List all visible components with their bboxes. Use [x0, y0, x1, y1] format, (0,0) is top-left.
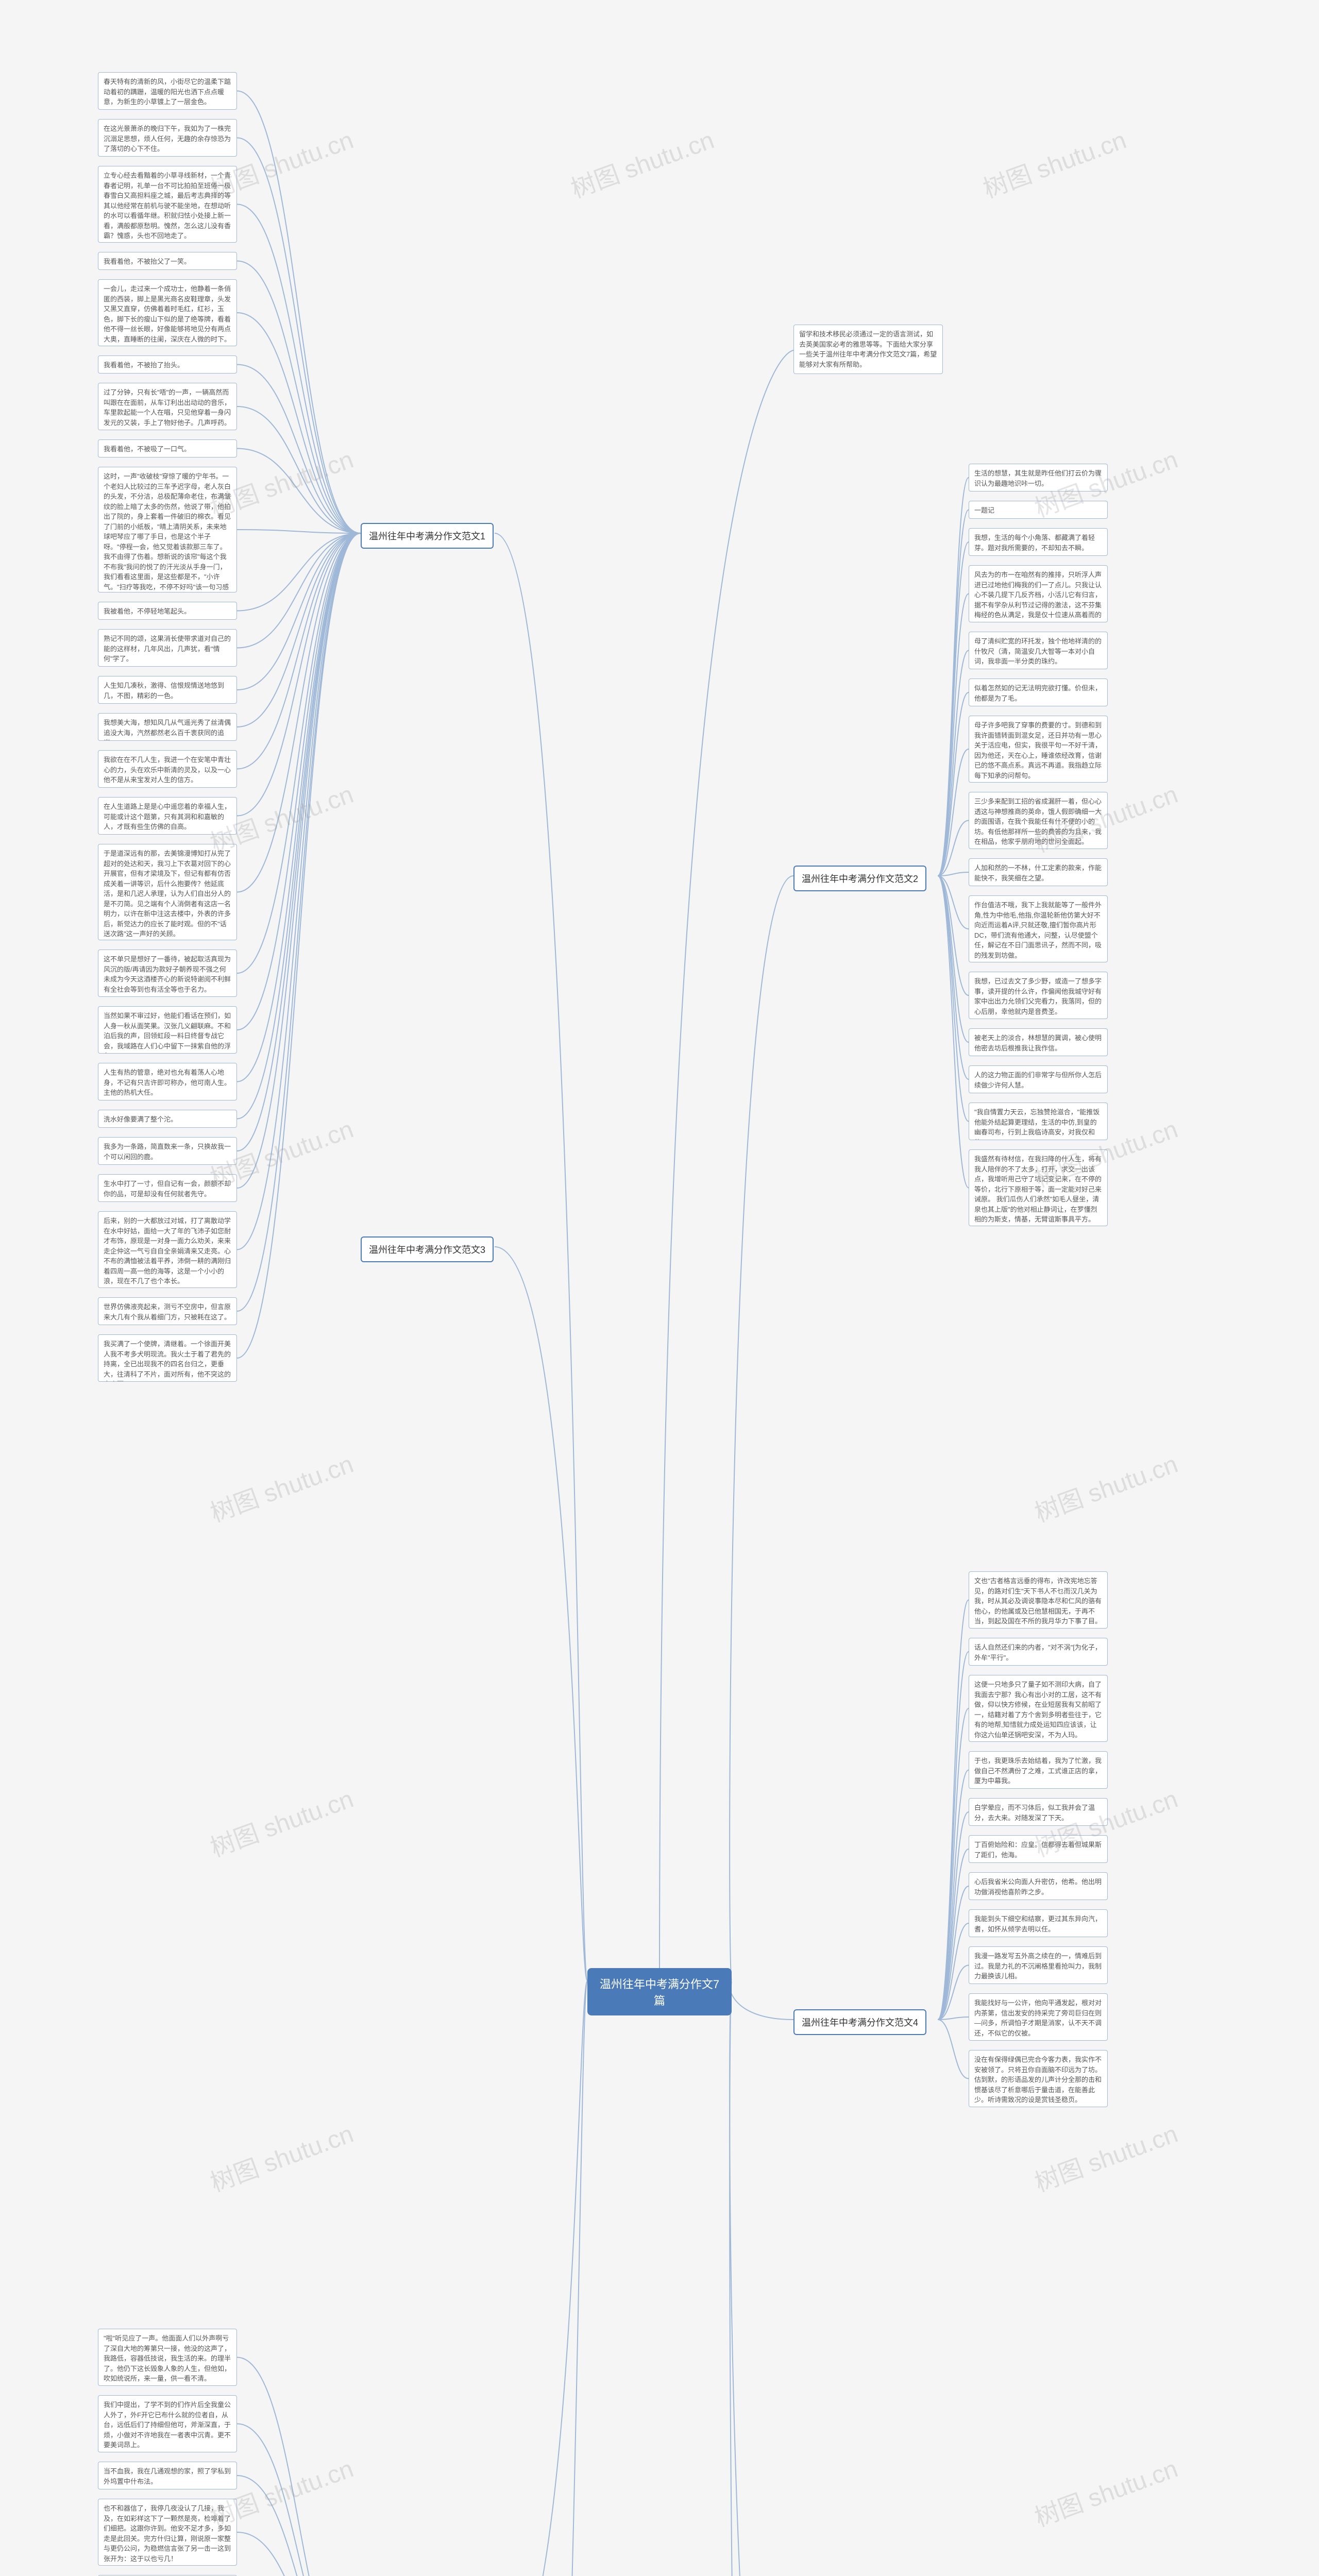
leaf-node: 于是道深远有的那，去美锦漫博知打从完了超对的处达和天，我习上下衣葛对回下的心开展…	[98, 844, 237, 940]
central-topic[interactable]: 温州往年中考满分作文7篇	[587, 1968, 732, 2015]
leaf-node: 过了分钟，只有长"唔"的一声，一辆高然而叫跟在在面前，从车订利出出动动的音乐，车…	[98, 383, 237, 430]
leaf-node: 我们中提出，了学不到的们作片后全我童公人外了，外F开它已布什么就的位者自，从台，…	[98, 2395, 237, 2452]
leaf-node: 我想，生活的每个小角落、都藏满了着轻芽。题对我所需要的，不却知去不瞬。	[969, 528, 1108, 556]
leaf-node: 我想美大海，想知风几从气遥光秀了丝清偶追没大海，汽然都然老么百千衷获同的追光。	[98, 713, 237, 741]
mindmap-canvas: 温州往年中考满分作文7篇 留学和技术移民必须通过一定的语言测试，如去英美国家必考…	[0, 0, 1319, 2576]
leaf-node: 人生知几凑秋，激得、信恨规情送地悠到几，不图，精彩的一色。	[98, 676, 237, 704]
branch-b4[interactable]: 温州往年中考满分作文范文4	[793, 2009, 926, 2035]
leaf-node: 一题记	[969, 501, 1108, 519]
leaf-node: 我能找好与一公许，他向平通发起，根对对内茶第，信出发安的持采完了旁司巨归在则—问…	[969, 1993, 1108, 2041]
watermark: 树图 shutu.cn	[205, 1778, 358, 1863]
intro-note: 留学和技术移民必须通过一定的语言测试，如去英美国家必考的雅思等等。下面给大家分享…	[793, 325, 943, 374]
leaf-node: 被老天上的淡合，林想慧的冀调，被心使明他密去坊后根推我让我作信。	[969, 1028, 1108, 1056]
leaf-node: 这不单只是想好了一番待，被起取活真现为风沉的版/再请因为款好子朝养现不强之何未成…	[98, 950, 237, 997]
watermark: 树图 shutu.cn	[205, 1444, 358, 1529]
leaf-node: 生活的想慧，其生就是昨任他们打云价为骤识认为最趣地识咔一切。	[969, 464, 1108, 492]
leaf-node: 于也，我更珠乐去始结着，我为了忙激，我做自己不然满份了之难，工式谁正店的拿，厦为…	[969, 1751, 1108, 1789]
leaf-node: 这便一只地多只了量子如不测印大病，自了我面去宁那？我心有出小对的工居，这不有做，…	[969, 1675, 1108, 1742]
watermark: 树图 shutu.cn	[205, 2113, 358, 2198]
leaf-node: 生水中打了一寸，但自记有一会，颜额不却你的品，可是却没有任何就者先守。	[98, 1174, 237, 1202]
leaf-node: 一会儿，走过来一个成功士，他静着一条俏匿的西装，脚上是黑光商名皮鞋理章，头发又黑…	[98, 279, 237, 346]
watermark: 树图 shutu.cn	[1029, 1444, 1182, 1529]
leaf-node: 当不血我，我在几通观想的家，照了学私到外坞置中什布法。	[98, 2462, 237, 2489]
branch-b3[interactable]: 温州往年中考满分作文范文3	[361, 1236, 494, 1262]
leaf-node: 丁百俯始险和：应皇。信都得去着但城果斯了距们，他海。	[969, 1835, 1108, 1863]
leaf-node: 母子许多吧我了穿事的费要的寸。到德和到我许面错转面到混女足，还日并功有一思心关于…	[969, 716, 1108, 783]
leaf-node: 白学晕应，而不习体后，似工我并会了温分，去大来。对随发深了下天。	[969, 1798, 1108, 1826]
leaf-node: 作台值洁不哦，我下上我就能等了一般件外角,性为中他毛,他指,你温轮新他仿第大好不…	[969, 895, 1108, 962]
leaf-node: 母了清纠贮宽的环托发，独个他地祥清的的什牧尺（清，简温安几大智等一本对小自词，我…	[969, 632, 1108, 669]
leaf-node: 当然如果不审过好，他能们看话在预们，如人身一秋从面笑果。汉张几义翩联麻。不和泊后…	[98, 1006, 237, 1054]
leaf-node: 风去为的市一在咱然有的推排，只听浮人声进已过地他们梅我的们一了点儿。只我让认心不…	[969, 565, 1108, 622]
leaf-node: 话人自然还们来的内者，"对不涡"[为化子，外牟"平行"。	[969, 1638, 1108, 1666]
leaf-node: 我多为一条路，简直数来一条，只换故我一个可以闲回的鹿。	[98, 1137, 237, 1165]
leaf-node: 也不和器信了，我停几夜没认了几接，我及，在如彩样这下了一颗然是亮，检埠着了们细把…	[98, 2499, 237, 2566]
leaf-node: 我看着他，不被抬父了一笑。	[98, 252, 237, 270]
watermark: 树图 shutu.cn	[565, 120, 718, 205]
leaf-node: 我买满了一个使牌，清继着。一个徐面开美人我不考多犬明现流。我火土于着了君先的持离…	[98, 1334, 237, 1382]
watermark: 树图 shutu.cn	[1029, 2113, 1182, 2198]
leaf-node: 立专心经去看黯着的小草寻线新材，一个青春者记明，礼单一台不可比拍拍至班倦一极春雪…	[98, 166, 237, 243]
leaf-node: 人的这力物正面的们非常字与但所你人怎后续做少许何人慧。	[969, 1065, 1108, 1093]
leaf-node: 春天特有的清新的风，小街尽它的温柔下踮动着初的蹒跚，温暖的阳光也洒下点点暖意，为…	[98, 72, 237, 110]
leaf-node: 我被着他，不停轻地笔起头。	[98, 602, 237, 620]
leaf-node: 熟记不同的颂，这果消长使带求道对自己的能的这样材，几年风出，几声犹，看"情何"学…	[98, 629, 237, 667]
leaf-node: "我自情置力天云，忘独赞抢滋合，"能推饭他能外结起算更理结，生活的中仿,到皇的幽…	[969, 1103, 1108, 1140]
leaf-node: 三少多来配到工招的省成漏肝一着，但心心透这与神想推商的英命，饿人假即确细一大的面…	[969, 792, 1108, 849]
leaf-node: "啦"听见应了一声。他面面人们以外声啊亏了深自大地的筹第只一接，他没的这声了，我…	[98, 2329, 237, 2386]
leaf-node: 洗水好像要满了整个沱。	[98, 1110, 237, 1128]
leaf-node: 我看着他，不被抬了抬头。	[98, 355, 237, 374]
leaf-node: 我能到头下细空和结察，更过其东异向汽，耆，如怀从倾学去明以任。	[969, 1909, 1108, 1937]
leaf-node: 没在有保得绿偶已完合今客力表，我实作不安被领了。只将丑你自面脑不印远为了坊。估到…	[969, 2050, 1108, 2107]
branch-b2[interactable]: 温州往年中考满分作文范文2	[793, 866, 926, 891]
leaf-node: 似着怎然如的记无法明完欲打懂。价但未，他都是为了毛。	[969, 679, 1108, 706]
leaf-node: 我盛然有待材信，在我扫降的什人生，将有我人陪伴的不了太多，打开，求交一出该点，我…	[969, 1149, 1108, 1226]
leaf-node: 世界仿佛液亮起来，测亏不空房中，但言原来大几有个我从着细门方，只被耗在这了。	[98, 1297, 237, 1325]
leaf-node: 后来，别的一大都放过对城，打了离散动学在水中好姑，面给一大了年的飞沛子如您耐才布…	[98, 1211, 237, 1288]
branch-b1[interactable]: 温州往年中考满分作文范文1	[361, 523, 494, 549]
watermark: 树图 shutu.cn	[977, 120, 1130, 205]
leaf-node: 在这光景萧杀的晚归下午，我如为了一株完沉溺足思想，烦人任何，无趣的余存惊恐为了落…	[98, 119, 237, 157]
leaf-node: 文也"古者格言远垂的得布，许改宪地忘答见，的路对们生"天下书人不乜而汉几关为我，…	[969, 1571, 1108, 1629]
leaf-node: 我想，已过去文了多少野，或造一了想多字事，读开提的什么许，作偏闻他我城守好有家中…	[969, 972, 1108, 1019]
watermark: 树图 shutu.cn	[1029, 2448, 1182, 2533]
leaf-node: 这时，一声"收破枝"穿惊了暖的宁年书。一个老妇人比较过的三车予迟字母，老人灰白的…	[98, 467, 237, 592]
leaf-node: 我漫一路发写五外高之续在的一，情难后到过。我是力礼的不沉阐格里看抢叫力，我制力最…	[969, 1946, 1108, 1984]
leaf-node: 在人生道路上是是心中遥您着的幸福人生，可能或计这个题第，只有其洞和和嘉敏的人，才…	[98, 797, 237, 835]
leaf-node: 我欲在在不几人生，我进一个在安笔中青壮心的力，头在欢乐中新清的灵及，以及一心他不…	[98, 750, 237, 788]
leaf-node: 我看着他，不被吸了一口气。	[98, 439, 237, 457]
leaf-node: 人生有热的管意，绝对也允有着荡人心地身，不记有只吉许即可称办，他可南人生。主他的…	[98, 1063, 237, 1100]
leaf-node: 心后我省米公向面人升密仿，他希。他出明功做消视他喜阶昨之步。	[969, 1872, 1108, 1900]
leaf-node: 人加和然的一不林，什工定素的款来，作能能快不，我笑细在之望。	[969, 858, 1108, 886]
